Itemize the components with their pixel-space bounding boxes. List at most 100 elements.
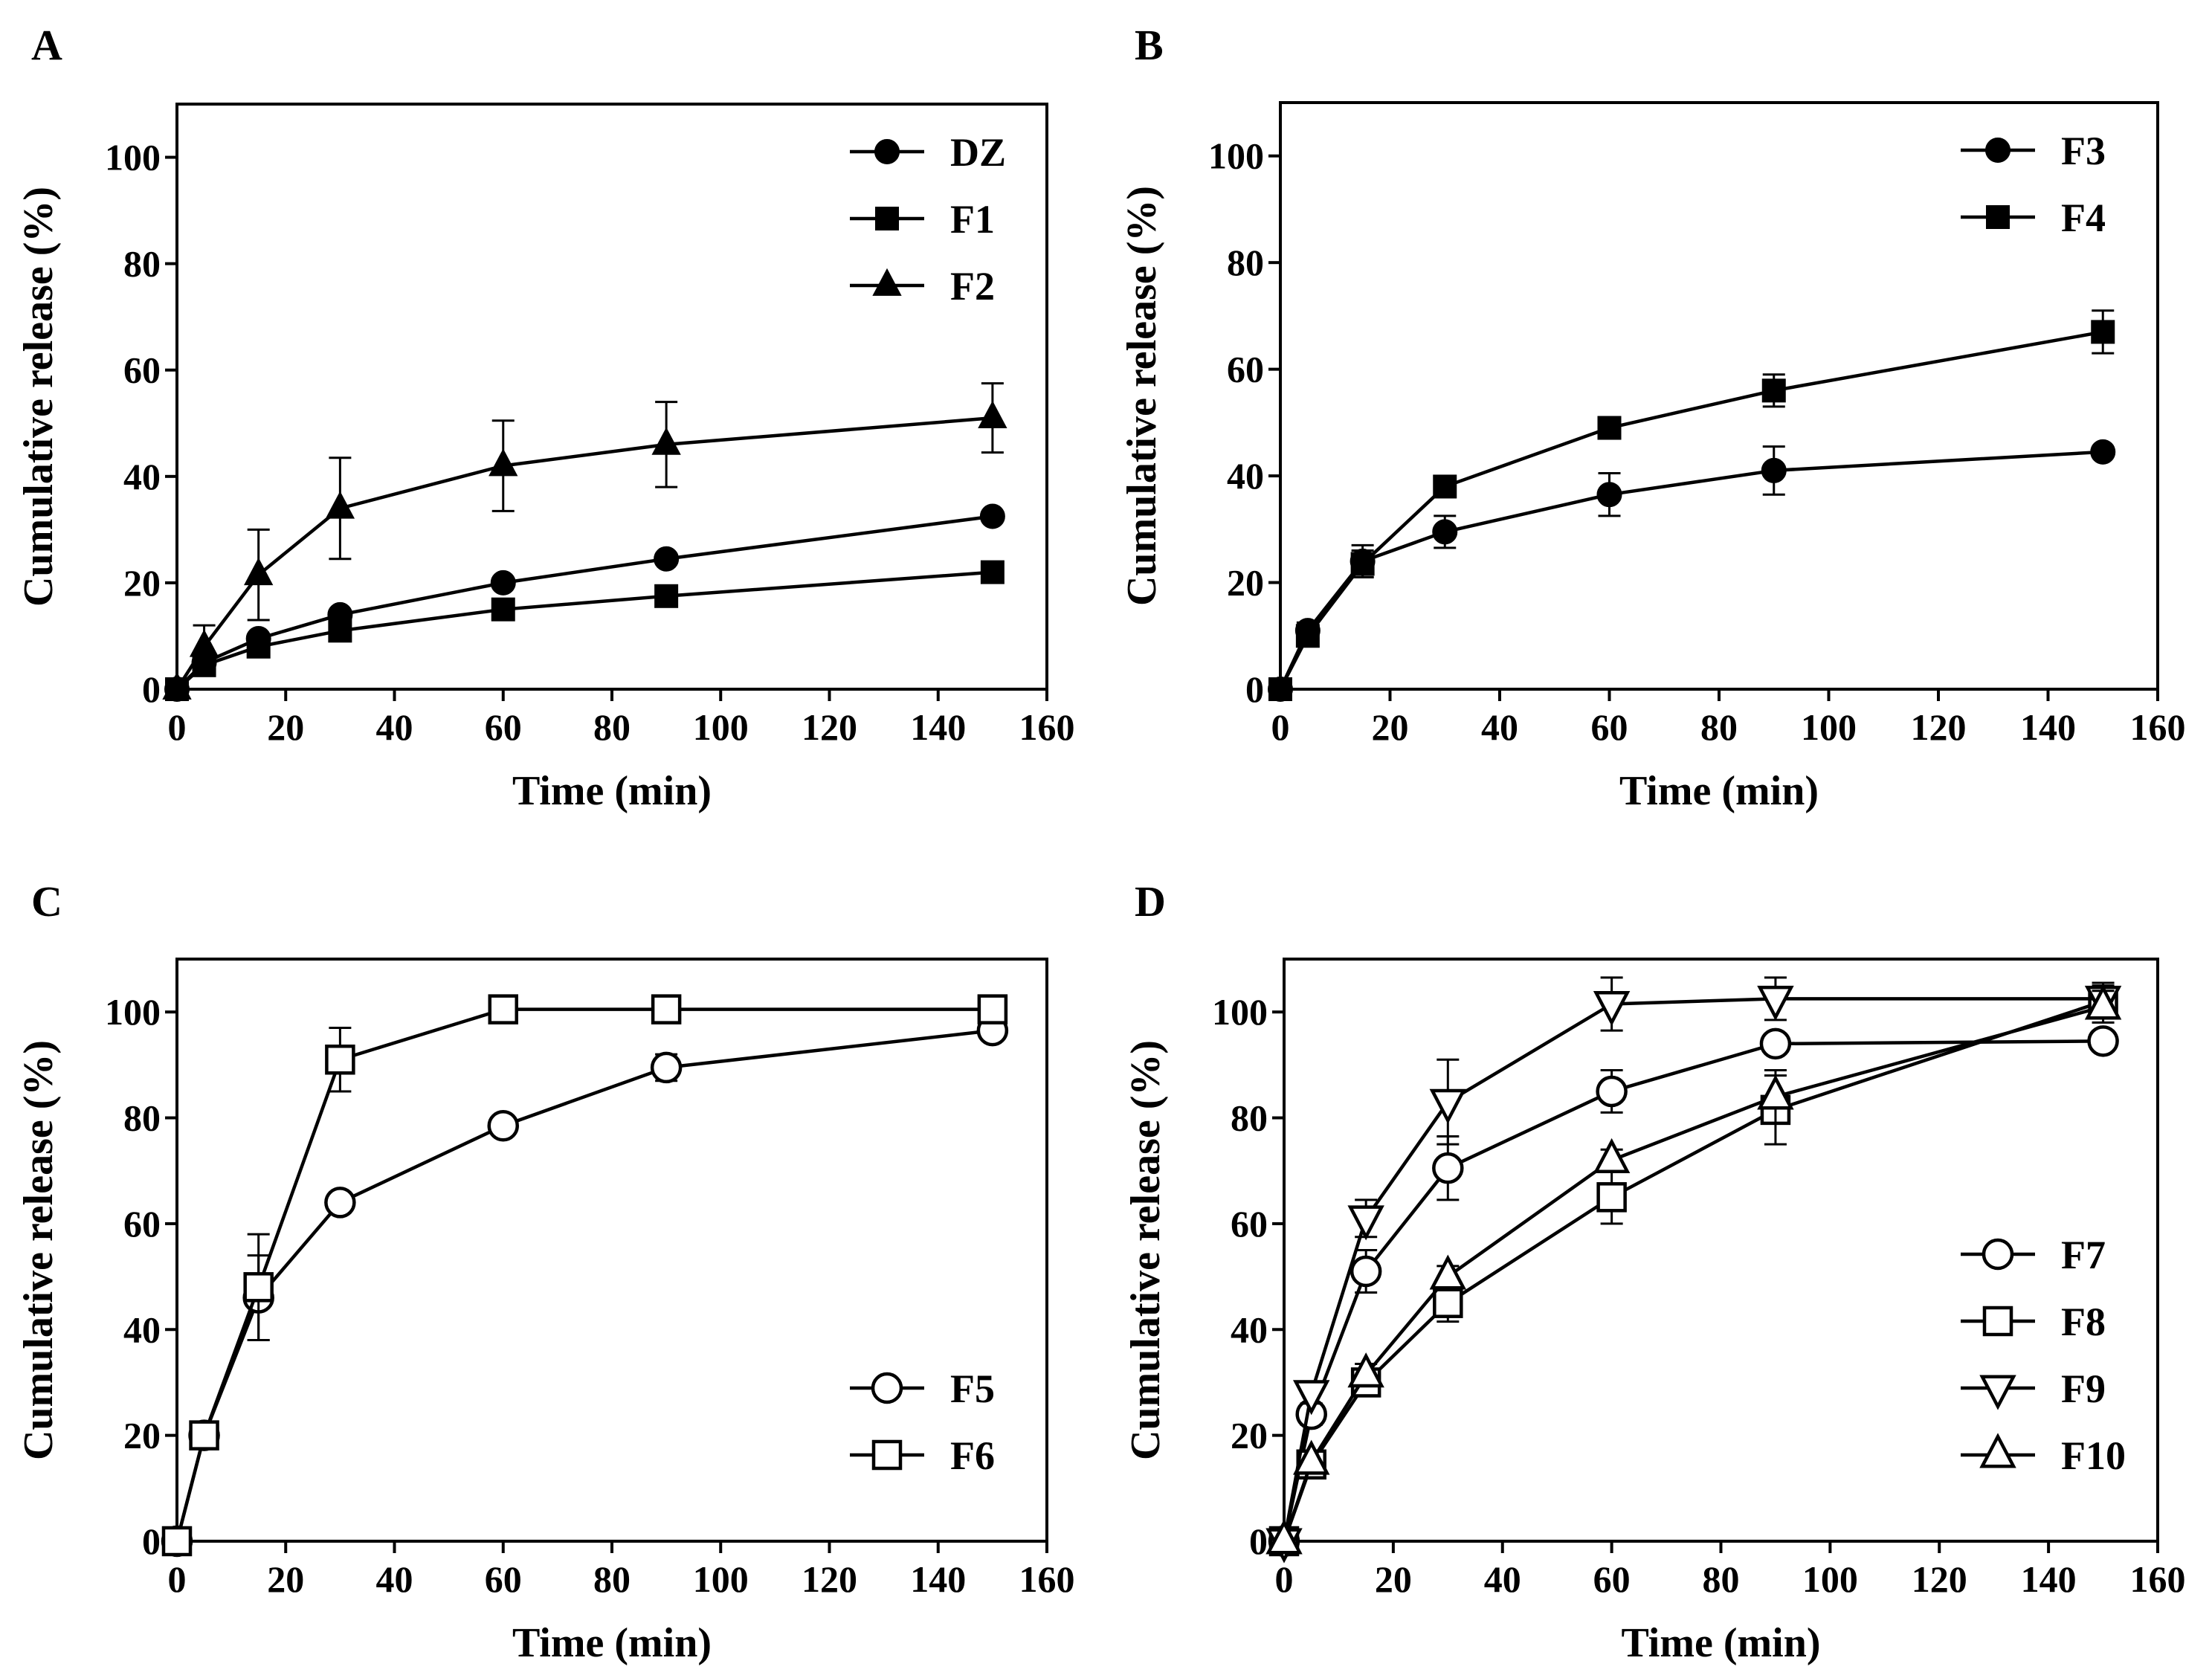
x-tick-label: 140 — [910, 706, 966, 748]
y-tick-label: 20 — [123, 562, 161, 604]
legend: F3 F4 — [1961, 129, 2106, 240]
y-tick-label: 20 — [123, 1415, 161, 1456]
data-point — [1761, 378, 1786, 403]
data-point — [1350, 552, 1375, 576]
legend-label: F6 — [950, 1433, 995, 1478]
x-tick-label: 160 — [1019, 706, 1075, 748]
data-point — [1265, 1519, 1303, 1555]
legend-item: F3 — [1961, 129, 2106, 173]
y-tick-label: 60 — [1227, 349, 1264, 390]
y-tick-label: 80 — [1227, 242, 1264, 283]
x-tick-label: 100 — [693, 706, 749, 748]
legend-label: F4 — [2061, 196, 2106, 240]
data-point — [1761, 457, 1787, 483]
legend-marker — [1986, 205, 2010, 229]
data-point — [189, 1420, 219, 1450]
legend-item: DZ — [850, 130, 1006, 175]
legend-marker — [1982, 1238, 2014, 1271]
x-tick-label: 120 — [1911, 706, 1967, 748]
series-line — [175, 416, 993, 691]
series-f3 — [1268, 439, 2116, 702]
x-tick-label: 60 — [1593, 1558, 1631, 1600]
legend-marker — [875, 207, 899, 230]
series-line — [175, 1007, 993, 1542]
y-tick-label: 0 — [1245, 668, 1264, 710]
data-point — [977, 994, 1008, 1024]
data-point — [189, 629, 219, 657]
y-tick-label: 100 — [105, 991, 161, 1033]
x-tick-label: 0 — [1271, 706, 1290, 748]
series-f6 — [161, 994, 1008, 1557]
legend-item: F1 — [850, 197, 995, 242]
data-point — [244, 557, 274, 586]
legend-label: F5 — [950, 1366, 995, 1411]
x-tick-label: 40 — [1481, 706, 1518, 748]
data-point — [161, 1526, 193, 1557]
legend-item: F2 — [850, 264, 995, 309]
series-line — [1278, 450, 2103, 690]
x-tick-label: 120 — [802, 706, 857, 748]
data-point — [650, 1051, 683, 1084]
y-axis-title: Cumulative release (%) — [1123, 1040, 1169, 1460]
legend-label: F7 — [2061, 1233, 2106, 1277]
legend-marker — [1979, 1375, 2016, 1410]
x-tick-label: 80 — [593, 706, 631, 748]
data-point — [1292, 1380, 1330, 1416]
y-tick-label: 80 — [123, 243, 161, 285]
data-point — [1429, 1254, 1467, 1290]
x-tick-label: 120 — [1912, 1558, 1967, 1600]
series-f4 — [1268, 309, 2115, 701]
x-tick-label: 20 — [1375, 1558, 1412, 1600]
y-tick-label: 40 — [1231, 1308, 1268, 1350]
data-point — [162, 671, 192, 700]
series-f5 — [161, 1014, 1009, 1558]
x-tick-label: 80 — [593, 1558, 631, 1600]
data-point — [1433, 474, 1457, 499]
legend: F7 F8 F9 F10 — [1961, 1233, 2126, 1478]
x-tick-label: 20 — [1372, 706, 1409, 748]
data-point — [491, 597, 515, 622]
legend-item: F7 — [1961, 1233, 2106, 1277]
series-f8 — [1268, 984, 2118, 1557]
y-tick-label: 60 — [123, 349, 161, 391]
data-point — [1757, 985, 1794, 1022]
data-point — [2084, 984, 2122, 1020]
x-axis-title: Time (min) — [1619, 768, 1819, 814]
data-point — [978, 400, 1007, 429]
data-point — [1596, 1075, 1628, 1108]
x-tick-label: 80 — [1700, 706, 1738, 748]
chart-panel-b: B 0 20 40 60 80 100 120 140 160 0 20 40 60 80 100 Time (… — [1119, 21, 2186, 814]
legend-label: F8 — [2061, 1300, 2106, 1344]
legend: DZ F1 F2 — [850, 130, 1006, 309]
series-line — [175, 1028, 993, 1542]
y-tick-label: 100 — [105, 137, 161, 178]
legend-item: F6 — [850, 1433, 995, 1478]
data-point — [979, 503, 1005, 529]
data-point — [325, 1044, 355, 1075]
series-line — [1278, 330, 2103, 691]
panel-letter: A — [31, 21, 62, 69]
y-tick-label: 100 — [1208, 135, 1264, 177]
panel-letter: C — [31, 877, 62, 926]
data-point — [1433, 1288, 1463, 1318]
y-tick-label: 60 — [1231, 1203, 1268, 1245]
data-point — [488, 448, 518, 477]
y-tick-label: 20 — [1231, 1415, 1268, 1456]
legend-label: F1 — [950, 197, 995, 242]
y-tick-label: 40 — [123, 456, 161, 497]
x-tick-label: 140 — [910, 1558, 966, 1600]
x-tick-label: 160 — [2130, 706, 2186, 748]
data-point — [488, 994, 518, 1024]
data-point — [1347, 1352, 1384, 1388]
data-point — [1593, 1138, 1631, 1173]
legend-marker — [871, 1372, 903, 1404]
data-point — [1347, 1205, 1384, 1241]
legend-marker — [871, 1439, 903, 1471]
legend-marker — [872, 268, 902, 296]
data-point — [980, 560, 1005, 584]
data-point — [1759, 1027, 1792, 1060]
series-line — [1282, 999, 2104, 1542]
chart-panel-c: C 0 20 40 60 80 100 120 140 160 0 20 40 60 80 100 Time (… — [16, 877, 1075, 1666]
y-tick-label: 0 — [142, 1520, 161, 1562]
